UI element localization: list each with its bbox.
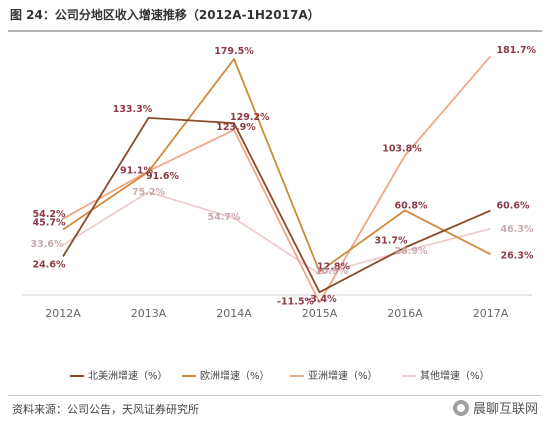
data-label-north-america: 31.7% (375, 236, 408, 247)
data-label-asia: 103.8% (382, 144, 422, 155)
legend-entry-other: 其他增速（%） (420, 369, 490, 382)
data-label-north-america: 133.3% (113, 104, 153, 115)
data-label-other: 10.9% (315, 266, 348, 277)
data-label-asia: 123.9% (216, 122, 256, 133)
watermark-text: 晨聊互联网 (472, 402, 538, 417)
line-chart: 2012A 2013A 2014A 2015A 2016A 2017A 24.6% 133.3… (22, 45, 537, 382)
data-label-europe: 91.1% (120, 166, 153, 177)
data-label-asia: 54.2% (33, 209, 66, 220)
bottom-rule (8, 395, 542, 396)
data-label-europe: 60.8% (395, 200, 428, 211)
x-tick-label: 2015A (302, 307, 338, 320)
data-label-other: 75.2% (132, 187, 165, 198)
data-label-north-america: 129.2% (230, 112, 270, 123)
data-label-other: 28.9% (395, 246, 428, 257)
legend-entry-europe: 欧洲增速（%） (200, 369, 270, 382)
data-label-asia: 181.7% (497, 45, 537, 56)
top-rule (8, 30, 542, 32)
x-tick-label: 2013A (131, 307, 167, 320)
series-line-asia (62, 55, 492, 304)
wechat-logo-icon (452, 399, 469, 416)
data-label-north-america: 24.6% (33, 260, 66, 271)
data-label-other: 33.6% (31, 239, 64, 250)
data-label-north-america: -3.4% (306, 294, 337, 305)
data-label-europe: 179.5% (214, 46, 254, 57)
data-label-other: 46.3% (501, 224, 534, 235)
data-label-other: 54.7% (208, 212, 241, 223)
data-label-europe: 12.8% (317, 262, 350, 273)
data-label-asia: 91.6% (146, 171, 179, 182)
source-note: 资料来源：公司公告，天风证券研究所 (12, 403, 199, 416)
legend-entry-asia: 亚洲增速（%） (308, 369, 378, 382)
data-label-europe: 26.3% (501, 250, 534, 261)
series-line-north-america (62, 117, 491, 294)
legend-entry-north-america: 北美洲增速（%） (88, 369, 168, 382)
series-line-europe (62, 58, 491, 273)
x-tick-label: 2016A (387, 307, 423, 320)
x-tick-label: 2012A (45, 307, 81, 320)
watermark: 晨聊互联网 (452, 398, 538, 417)
x-tick-label: 2017A (473, 307, 509, 320)
data-label-asia: -11.5% (277, 297, 314, 308)
series-line-other (62, 191, 491, 275)
data-label-europe: 45.7% (33, 218, 66, 229)
data-label-north-america: 60.6% (497, 201, 530, 212)
x-tick-label: 2014A (216, 307, 252, 320)
chart-title: 图 24：公司分地区收入增速推移（2012A-1H2017A） (10, 8, 320, 22)
